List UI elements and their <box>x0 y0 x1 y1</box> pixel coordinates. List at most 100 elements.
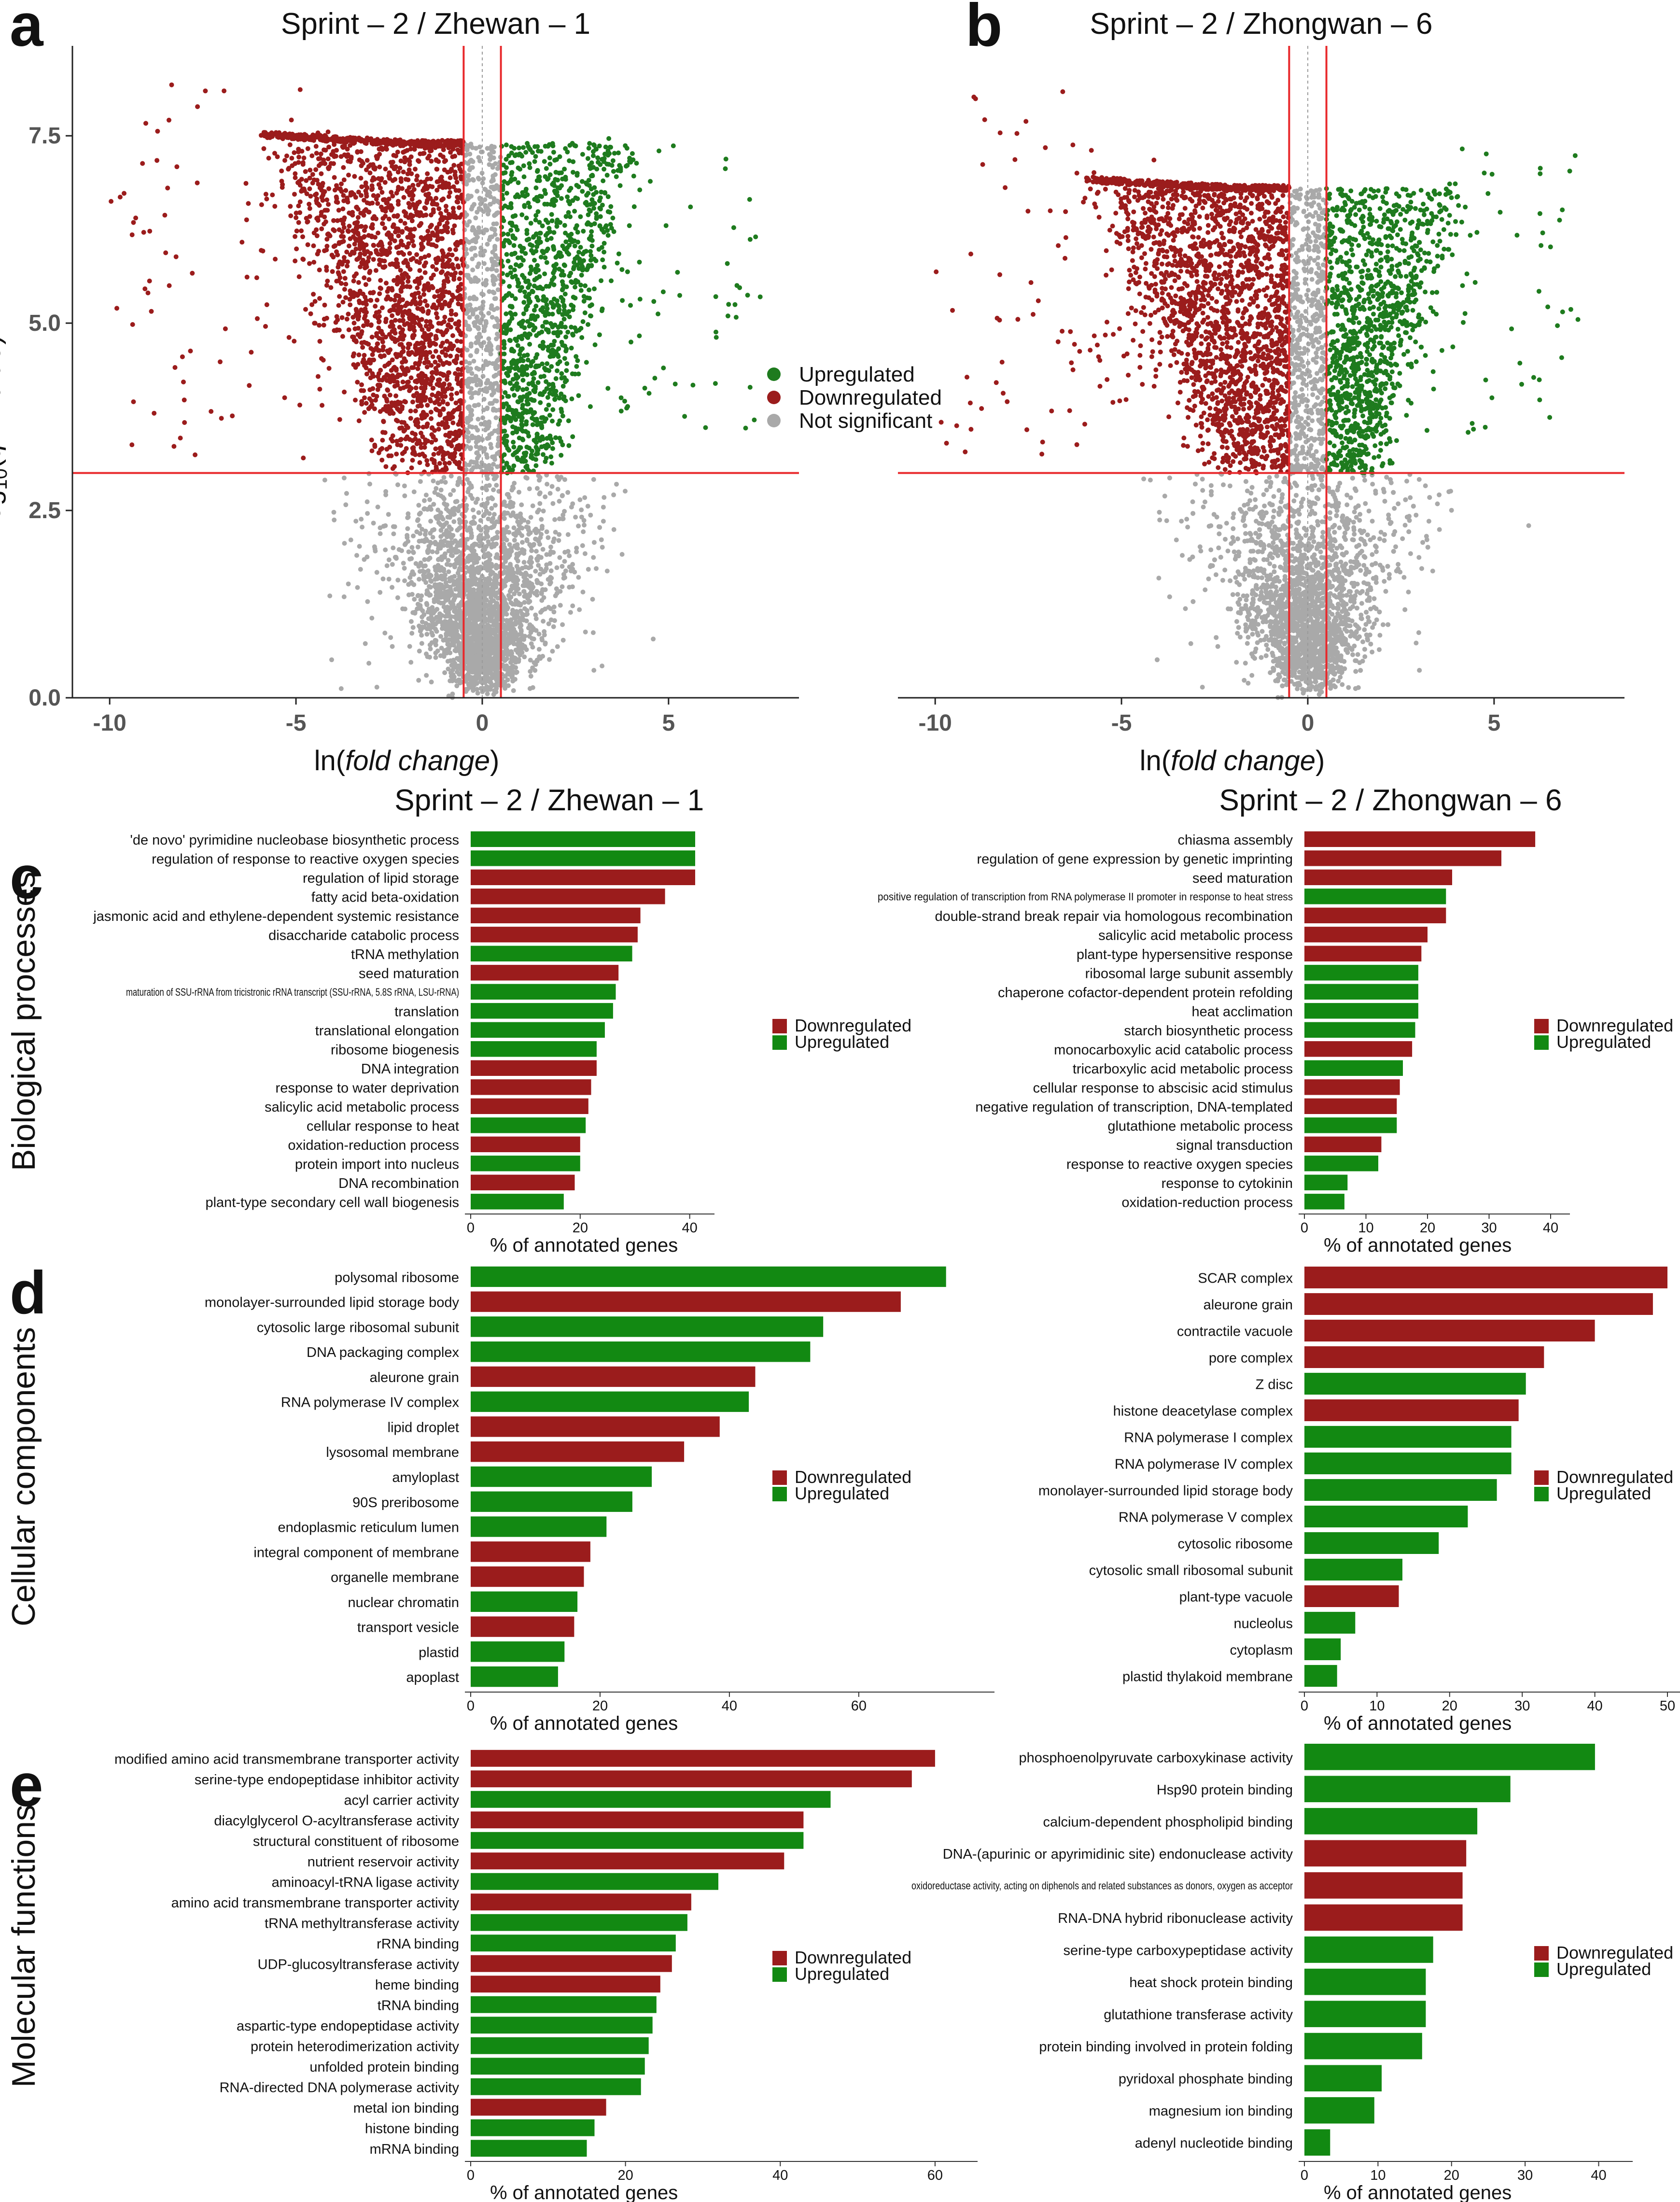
data-point <box>434 407 439 412</box>
data-point <box>359 184 364 189</box>
data-point <box>440 399 446 405</box>
data-point <box>486 311 491 316</box>
data-point <box>402 483 407 489</box>
data-point <box>490 315 495 320</box>
data-point <box>456 301 461 307</box>
data-point <box>469 412 475 418</box>
data-point <box>428 531 433 536</box>
data-point <box>425 333 431 338</box>
data-point <box>357 157 362 163</box>
data-point <box>541 508 546 514</box>
data-point <box>536 473 541 479</box>
data-point <box>324 237 330 242</box>
data-point <box>386 557 392 563</box>
data-point <box>434 234 440 239</box>
data-point <box>385 294 391 299</box>
data-point <box>494 541 499 547</box>
data-point <box>457 543 462 548</box>
data-point <box>410 625 416 630</box>
data-point <box>322 221 327 226</box>
data-point <box>408 154 414 159</box>
data-point <box>516 620 521 625</box>
data-point <box>565 490 571 495</box>
data-point <box>521 589 527 594</box>
data-point <box>429 370 434 375</box>
data-point <box>392 464 397 469</box>
data-point <box>326 202 331 207</box>
data-point <box>428 234 433 239</box>
data-point <box>336 303 341 308</box>
data-point <box>506 530 512 535</box>
data-point <box>352 230 358 235</box>
data-point <box>453 312 459 317</box>
data-point <box>441 475 447 480</box>
data-point <box>464 146 470 151</box>
data-point <box>441 604 447 609</box>
data-point <box>326 186 332 191</box>
data-point <box>439 321 444 326</box>
data-point <box>472 613 477 618</box>
data-point <box>413 167 418 172</box>
data-point <box>378 353 383 358</box>
data-point <box>453 175 459 181</box>
data-point <box>521 560 527 565</box>
data-point <box>379 190 385 195</box>
data-point <box>455 295 461 300</box>
data-point <box>485 642 490 647</box>
data-point <box>395 338 400 343</box>
data-point <box>528 629 533 634</box>
data-point <box>373 304 378 309</box>
data-point <box>407 192 412 198</box>
data-point <box>524 476 530 481</box>
data-point <box>339 262 345 267</box>
data-point <box>353 519 359 524</box>
data-point <box>356 280 361 285</box>
data-point <box>354 257 360 262</box>
data-point <box>536 563 541 568</box>
data-point <box>539 581 544 587</box>
data-point <box>511 525 517 530</box>
data-point <box>363 295 368 300</box>
data-point <box>359 388 364 393</box>
data-point <box>470 268 476 272</box>
data-point <box>447 524 452 529</box>
data-point <box>526 532 532 537</box>
data-point <box>395 578 401 583</box>
data-point <box>417 577 422 582</box>
data-point <box>379 329 384 334</box>
data-point <box>390 585 395 590</box>
data-point <box>519 525 525 531</box>
data-point <box>359 260 364 265</box>
data-point <box>422 187 427 192</box>
data-point <box>360 524 365 530</box>
data-point <box>404 226 409 231</box>
data-point <box>447 301 452 306</box>
data-point <box>428 519 434 524</box>
data-point <box>410 458 415 463</box>
data-point <box>399 548 404 553</box>
data-point <box>340 206 346 212</box>
data-point <box>433 655 438 660</box>
data-point <box>403 399 408 405</box>
data-point <box>471 587 476 593</box>
data-point <box>384 378 390 383</box>
data-point <box>469 207 474 212</box>
data-point <box>394 308 399 313</box>
data-point <box>334 148 339 153</box>
data-point <box>438 152 443 157</box>
data-point <box>415 417 420 422</box>
data-point <box>448 532 453 537</box>
data-point <box>450 620 455 625</box>
data-point <box>454 391 460 396</box>
data-point <box>490 586 496 591</box>
data-point <box>494 381 499 386</box>
data-point <box>357 544 362 549</box>
data-point <box>402 420 406 425</box>
data-point <box>490 259 495 264</box>
data-point <box>326 366 332 371</box>
data-point <box>483 319 489 324</box>
data-point <box>495 634 500 639</box>
data-point <box>476 225 481 230</box>
data-point <box>445 625 450 631</box>
data-point <box>324 265 329 270</box>
